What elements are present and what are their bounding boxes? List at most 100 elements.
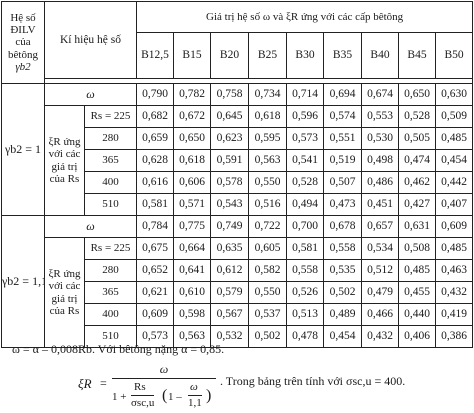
omega-value: 0,631 xyxy=(398,215,437,238)
xi-value: 0,528 xyxy=(398,105,437,128)
xi-value: 0,407 xyxy=(435,193,474,216)
omega-value: 0,749 xyxy=(210,215,250,238)
xi-row: 400 0,616 0,606 0,578 0,550 0,528 0,507 0,486 0,… xyxy=(2,171,474,194)
group-block-1: γb2 = 1,1 ω 0,784 0,775 0,749 0,722 0,700 0,678… xyxy=(1,215,474,348)
xi-value: 0,485 xyxy=(398,259,437,282)
xi-value: 0,573 xyxy=(136,325,175,348)
xi-value: 0,530 xyxy=(361,127,400,150)
xi-value: 0,675 xyxy=(136,237,175,260)
xi-value: 0,485 xyxy=(435,127,474,150)
xi-value: 0,432 xyxy=(361,325,400,348)
xi-value: 0,612 xyxy=(210,259,250,282)
xi-value: 0,462 xyxy=(398,171,437,194)
xi-value: 0,606 xyxy=(173,171,212,194)
xi-value: 0,507 xyxy=(323,171,363,194)
rs-value: 280 xyxy=(83,127,138,150)
xi-value: 0,479 xyxy=(361,281,400,304)
xi-value: 0,578 xyxy=(210,171,250,194)
xi-value: 0,541 xyxy=(286,149,325,172)
xi-value: 0,386 xyxy=(435,325,474,348)
xi-value: 0,550 xyxy=(248,281,288,304)
xi-value: 0,551 xyxy=(323,127,363,150)
grade-header-4: B30 xyxy=(286,32,325,79)
den-omega: ω xyxy=(190,381,198,393)
xi-row: 400 0,609 0,598 0,567 0,537 0,513 0,489 0,466 0,… xyxy=(2,303,474,326)
xi-value: 0,498 xyxy=(361,149,400,172)
grade-header-8: B50 xyxy=(435,32,474,79)
xi-value: 0,509 xyxy=(435,105,474,128)
xi-label-line: ξR ứng xyxy=(48,268,81,281)
xi-value: 0,543 xyxy=(210,193,250,216)
omega-note: ω = α – 0,008Rb. Với bêtông nặng α = 0,8… xyxy=(12,342,225,356)
xi-value: 0,650 xyxy=(173,127,212,150)
formula-lhs: ξR xyxy=(78,376,92,391)
omega-row: γb2 = 1,1 ω 0,784 0,775 0,749 0,722 0,700 0,678… xyxy=(1,215,474,348)
xi-value: 0,513 xyxy=(286,303,325,326)
xi-value: 0,508 xyxy=(398,237,437,260)
rs-value: 510 xyxy=(83,193,138,216)
group-label: γb2 = 1 xyxy=(1,83,45,216)
omega-value: 0,784 xyxy=(136,215,175,238)
xi-value: 0,623 xyxy=(210,127,250,150)
xi-value: 0,489 xyxy=(323,303,363,326)
xi-value: 0,659 xyxy=(136,127,175,150)
xi-value: 0,440 xyxy=(398,303,437,326)
group-label: γb2 = 1,1 xyxy=(1,215,45,348)
xi-label-line: của Rs xyxy=(49,172,80,185)
xi-value: 0,641 xyxy=(173,259,212,282)
den-sigma: σsc,u xyxy=(131,395,155,409)
xi-value: 0,466 xyxy=(361,303,400,326)
coefficient-table: Hệ số ĐILV của bêtông γb2 Kí hiệu hệ số … xyxy=(1,1,474,348)
rs-value: 365 xyxy=(83,281,138,304)
xi-row: ξR ứng với các giá trị của Rs Rs = 225 0,675 0… xyxy=(2,237,474,348)
grade-header-5: B35 xyxy=(323,32,363,79)
group-block-0: γb2 = 1 ω 0,790 0,782 0,758 0,734 0,714 0,694 0,… xyxy=(1,83,474,216)
rs-value: 400 xyxy=(83,171,138,194)
rs-value: 400 xyxy=(83,303,138,326)
xi-value: 0,473 xyxy=(323,193,363,216)
omega-symbol: ω xyxy=(43,215,138,238)
xi-value: 0,474 xyxy=(398,149,437,172)
omega-symbol: ω xyxy=(43,83,138,106)
rs-value: 510 xyxy=(83,325,138,348)
xi-value: 0,571 xyxy=(173,193,212,216)
xi-label: ξR ứng với các giá trị của Rs xyxy=(44,105,85,216)
xi-value: 0,505 xyxy=(398,127,437,150)
xi-value: 0,609 xyxy=(136,303,175,326)
omega-value: 0,775 xyxy=(173,215,212,238)
xi-value: 0,454 xyxy=(323,325,363,348)
grade-header-7: B45 xyxy=(398,32,437,79)
xi-value: 0,558 xyxy=(286,259,325,282)
xi-formula: ξR = ω 1 + Rs σsc,u ( 1 – ω 1,1 ) . Tron… xyxy=(78,362,458,410)
omega-value: 0,609 xyxy=(435,215,474,238)
xi-value: 0,652 xyxy=(136,259,175,282)
rs-value: Rs = 225 xyxy=(83,237,138,260)
xi-value: 0,635 xyxy=(210,237,250,260)
xi-value: 0,553 xyxy=(361,105,400,128)
omega-value: 0,678 xyxy=(323,215,363,238)
omega-value: 0,714 xyxy=(286,83,325,106)
den-paren-l: ( xyxy=(162,387,168,404)
omega-value: 0,782 xyxy=(173,83,212,106)
formula-numerator: ω xyxy=(159,362,169,376)
omega-value: 0,790 xyxy=(136,83,175,106)
formula-denominator: 1 + Rs σsc,u ( 1 – ω 1,1 ) xyxy=(112,381,216,413)
xi-value: 0,616 xyxy=(136,171,175,194)
grade-header-2: B20 xyxy=(210,32,250,79)
den-one2: 1 – xyxy=(168,391,182,403)
omega-row: γb2 = 1 ω 0,790 0,782 0,758 0,734 0,714 0,694 0,… xyxy=(1,83,474,216)
header-group-col: Hệ số ĐILV của bêtông γb2 xyxy=(1,1,45,84)
xi-value: 0,610 xyxy=(173,281,212,304)
xi-label-line: với các xyxy=(48,280,81,293)
xi-value: 0,621 xyxy=(136,281,175,304)
xi-value: 0,406 xyxy=(398,325,437,348)
rs-value: 365 xyxy=(83,149,138,172)
xi-value: 0,454 xyxy=(435,149,474,172)
grade-header-6: B40 xyxy=(361,32,400,79)
xi-value: 0,582 xyxy=(248,259,288,282)
omega-value: 0,674 xyxy=(361,83,400,106)
xi-value: 0,550 xyxy=(248,171,288,194)
xi-value: 0,581 xyxy=(136,193,175,216)
grade-header-0: B12,5 xyxy=(136,32,175,79)
xi-value: 0,451 xyxy=(361,193,400,216)
